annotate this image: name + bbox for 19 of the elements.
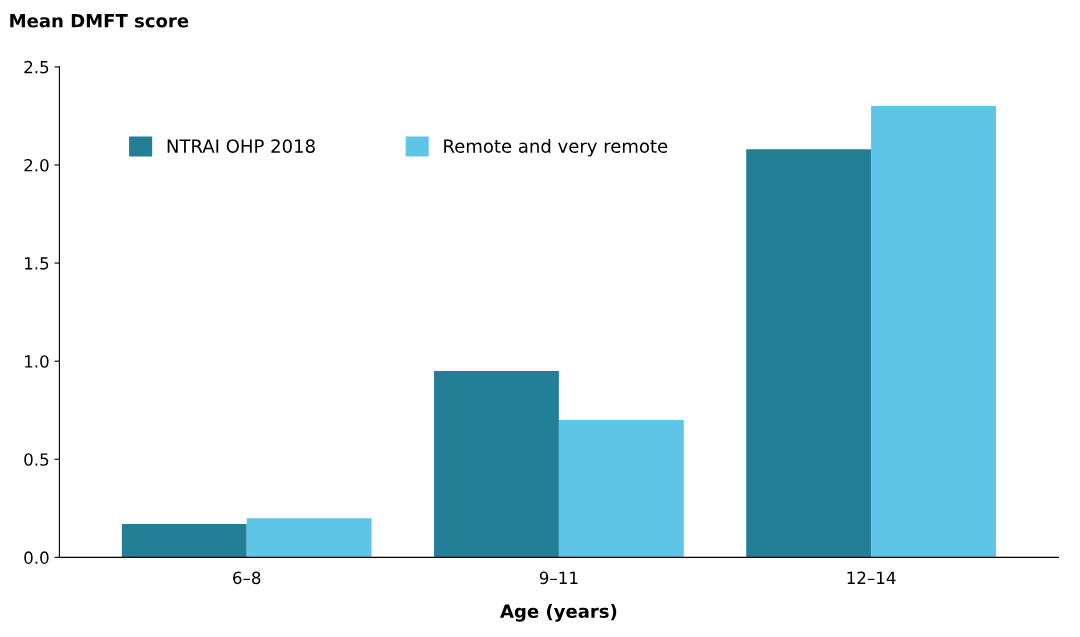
legend-label: NTRAI OHP 2018 <box>167 139 315 153</box>
bar <box>558 420 684 558</box>
y-tick-label: 1.5 <box>25 257 49 270</box>
x-tick-label: 6–8 <box>233 571 261 585</box>
x-axis-title: Age (years) <box>500 604 617 622</box>
bar <box>871 106 996 558</box>
bar <box>121 524 247 558</box>
x-tick-label: 12–14 <box>847 571 896 584</box>
y-axis-title: Mean DMFT score <box>10 14 189 28</box>
y-tick-label: 1.0 <box>25 355 49 368</box>
y-tick-label: 2.5 <box>24 60 49 74</box>
bar <box>746 149 872 558</box>
bar <box>246 518 372 558</box>
x-tick-label: 9–11 <box>539 571 578 585</box>
legend-label: Remote and very remote <box>444 138 668 157</box>
y-tick-label: 2.0 <box>24 158 49 172</box>
y-tick-label: 0.5 <box>24 453 49 466</box>
y-tick-label: 0.0 <box>24 551 49 564</box>
bar <box>434 370 559 558</box>
